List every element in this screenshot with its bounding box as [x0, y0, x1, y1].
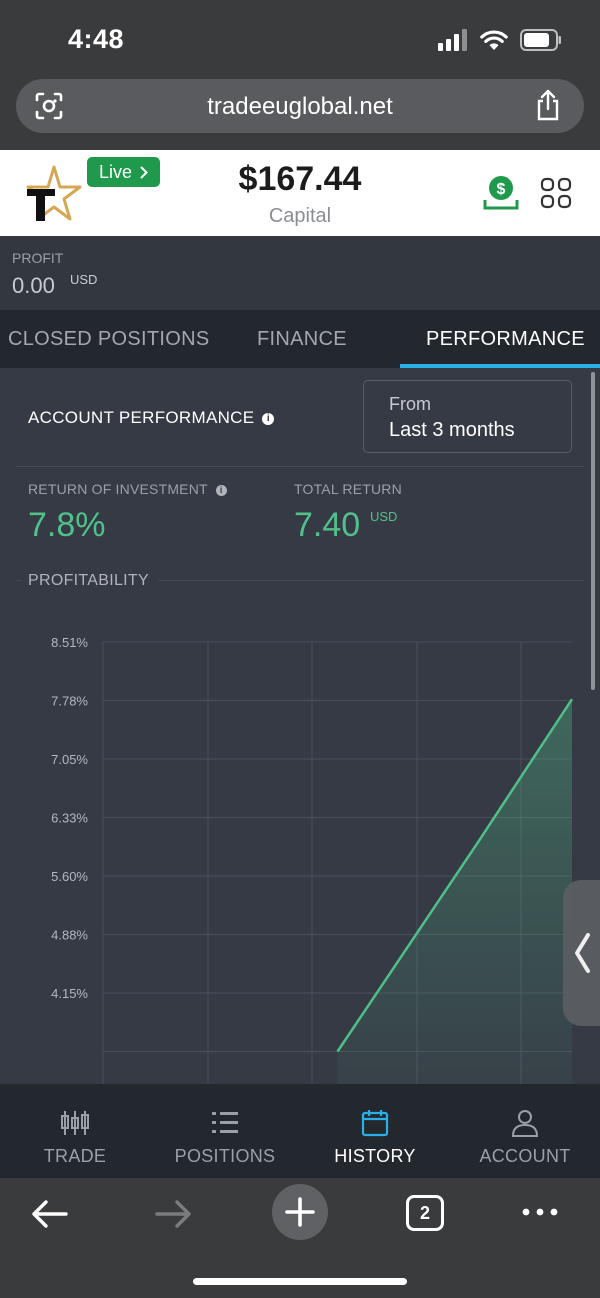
nav-trade-label: TRADE	[43, 1146, 107, 1166]
account-performance-label: ACCOUNT PERFORMANCE	[28, 408, 255, 427]
tab-switcher-button[interactable]: 2	[406, 1195, 444, 1231]
candlestick-icon	[61, 1111, 89, 1135]
history-tabs: CLOSED POSITIONS FINANCE PERFORMANCE	[0, 310, 600, 368]
chart-area-fill	[337, 699, 572, 1084]
tab-closed-positions[interactable]: CLOSED POSITIONS	[8, 328, 210, 350]
wifi-icon	[480, 30, 508, 50]
status-icons	[438, 26, 562, 54]
home-indicator	[193, 1278, 407, 1285]
chevron-right-icon	[140, 166, 148, 178]
divider	[16, 580, 22, 581]
info-icon[interactable]: i	[262, 412, 275, 425]
back-arrow-icon[interactable]	[30, 1198, 68, 1230]
nav-positions[interactable]: POSITIONS	[150, 1084, 300, 1178]
period-value: Last 3 months	[389, 419, 515, 441]
list-icon	[212, 1112, 238, 1133]
performance-panel: ACCOUNT PERFORMANCE i From Last 3 months …	[0, 368, 600, 1084]
y-tick-label: 8.51%	[51, 635, 88, 650]
total-return-value: 7.40	[294, 506, 361, 544]
new-tab-button[interactable]	[272, 1184, 328, 1240]
status-bar: 4:48	[0, 0, 600, 78]
chevron-left-icon	[575, 933, 590, 973]
y-tick-label: 5.60%	[51, 869, 88, 884]
divider	[158, 580, 584, 581]
live-label: Live	[99, 162, 133, 182]
plus-icon	[285, 1197, 315, 1227]
signal-icon	[438, 29, 467, 51]
live-account-badge[interactable]: Live	[87, 157, 161, 187]
status-time: 4:48	[68, 24, 125, 54]
nav-history-label: HISTORY	[334, 1146, 416, 1166]
tab-finance[interactable]: FINANCE	[257, 328, 347, 350]
chart-series-line	[336, 698, 574, 1053]
divider	[16, 466, 584, 467]
browser-url-area: tradeeuglobal.net	[0, 66, 600, 150]
share-icon[interactable]	[534, 89, 562, 121]
url-text: tradeeuglobal.net	[207, 93, 393, 120]
total-return-unit: USD	[370, 509, 398, 524]
active-tab-indicator	[400, 364, 600, 368]
deposit-icon[interactable]: $	[482, 174, 520, 212]
y-tick-label: 4.88%	[51, 928, 88, 943]
period-from-label: From	[389, 394, 431, 414]
nav-history[interactable]: HISTORY	[300, 1084, 450, 1178]
period-selector[interactable]: From Last 3 months	[363, 380, 572, 453]
svg-text:$: $	[497, 181, 506, 198]
profitability-label: PROFITABILITY	[28, 572, 149, 589]
profit-value: 0.00	[12, 273, 55, 298]
y-tick-label: 6.33%	[51, 811, 88, 826]
app-header: Live $167.44 Capital $	[0, 150, 600, 236]
y-tick-label: 7.78%	[51, 694, 88, 709]
profit-label: PROFIT	[12, 250, 64, 266]
nav-account-label: ACCOUNT	[479, 1146, 571, 1166]
nav-account[interactable]: ACCOUNT	[450, 1084, 600, 1178]
address-bar[interactable]: tradeeuglobal.net	[16, 79, 584, 133]
roi-value: 7.8%	[28, 506, 106, 544]
browser-toolbar: 2	[0, 1178, 600, 1298]
y-tick-label: 7.05%	[51, 752, 88, 767]
roi-info-icon[interactable]: i	[215, 484, 227, 496]
roi-label-row: RETURN OF INVESTMENT i	[28, 481, 227, 497]
calendar-icon	[361, 1110, 389, 1137]
apps-grid-icon[interactable]	[540, 177, 572, 209]
profit-summary: PROFIT 0.00 USD	[0, 236, 600, 310]
nav-trade[interactable]: TRADE	[0, 1084, 150, 1178]
scrollbar[interactable]	[591, 372, 595, 690]
battery-icon	[520, 29, 561, 51]
y-tick-label: 4.15%	[51, 986, 88, 1001]
capital-value: $167.44	[238, 160, 362, 198]
visual-search-icon[interactable]	[34, 91, 64, 121]
side-panel-handle[interactable]	[563, 880, 600, 1026]
profitability-chart: 8.51% 7.78% 7.05% 6.33% 5.60% 4.88% 4.15%	[51, 635, 574, 1084]
nav-positions-label: POSITIONS	[174, 1146, 276, 1166]
brand-logo[interactable]	[22, 165, 82, 223]
bottom-navigation: TRADE POSITIONS HISTORY AC	[0, 1084, 600, 1178]
more-icon[interactable]	[520, 1200, 560, 1224]
profit-unit: USD	[70, 272, 98, 287]
roi-label: RETURN OF INVESTMENT	[28, 481, 208, 497]
account-performance-title: ACCOUNT PERFORMANCE i	[28, 408, 275, 428]
user-icon	[511, 1110, 539, 1137]
capital-label: Capital	[268, 205, 332, 227]
tab-performance[interactable]: PERFORMANCE	[426, 328, 585, 350]
total-return-label: TOTAL RETURN	[294, 481, 402, 497]
forward-arrow-icon[interactable]	[155, 1198, 193, 1230]
